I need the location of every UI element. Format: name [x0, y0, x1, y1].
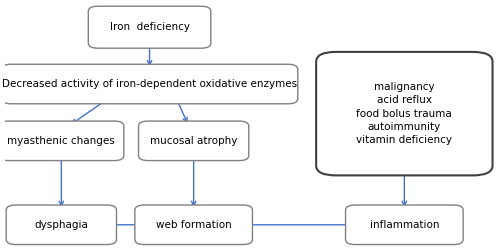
Text: Decreased activity of iron-dependent oxidative enzymes: Decreased activity of iron-dependent oxi… — [2, 79, 297, 89]
FancyBboxPatch shape — [138, 121, 249, 161]
FancyBboxPatch shape — [316, 52, 492, 175]
Text: dysphagia: dysphagia — [34, 220, 88, 230]
FancyBboxPatch shape — [0, 121, 124, 161]
FancyBboxPatch shape — [135, 205, 252, 244]
Text: myasthenic changes: myasthenic changes — [8, 136, 115, 146]
FancyBboxPatch shape — [2, 64, 298, 104]
Text: malignancy
acid reflux
food bolus trauma
autoimmunity
vitamin deficiency: malignancy acid reflux food bolus trauma… — [356, 82, 452, 145]
Text: Iron  deficiency: Iron deficiency — [110, 22, 190, 32]
FancyBboxPatch shape — [88, 6, 211, 48]
Text: web formation: web formation — [156, 220, 232, 230]
FancyBboxPatch shape — [346, 205, 463, 244]
Text: inflammation: inflammation — [370, 220, 439, 230]
Text: mucosal atrophy: mucosal atrophy — [150, 136, 238, 146]
FancyBboxPatch shape — [6, 205, 116, 244]
